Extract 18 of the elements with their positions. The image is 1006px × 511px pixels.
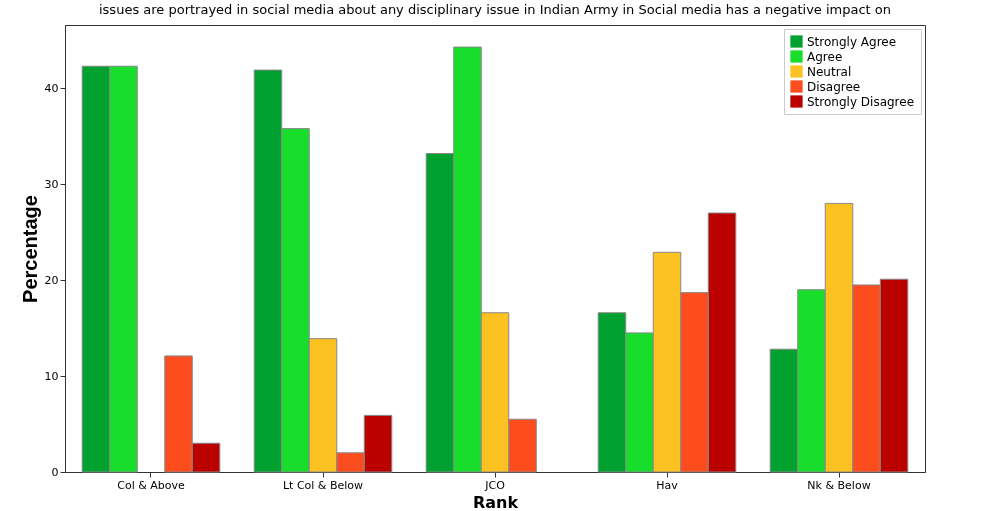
legend-label: Strongly Disagree (807, 94, 915, 109)
legend-label: Strongly Agree (807, 34, 897, 49)
x-tick-label: JCO (484, 478, 506, 492)
x-tick-label: Nk & Below (807, 478, 871, 492)
x-tick-label: Hav (656, 478, 679, 492)
y-tick-label: 40 (44, 81, 59, 95)
y-tick-label: 10 (44, 369, 59, 383)
x-axis-title: Rank (472, 492, 519, 511)
y-axis-title: Percentage (18, 195, 41, 303)
y-tick-label: 0 (51, 465, 59, 479)
y-tick-label: 30 (44, 177, 59, 191)
y-tick-label: 20 (44, 273, 59, 287)
legend-label: Agree (807, 49, 843, 64)
x-tick-label: Col & Above (117, 478, 185, 492)
legend-label: Neutral (807, 64, 852, 79)
chart-title: issues are portrayed in social media about any disciplinary issue in Indian Army in Social media has a negative impact on (98, 2, 892, 17)
legend-label: Disagree (807, 79, 861, 94)
x-tick-label: Lt Col & Below (282, 478, 364, 492)
